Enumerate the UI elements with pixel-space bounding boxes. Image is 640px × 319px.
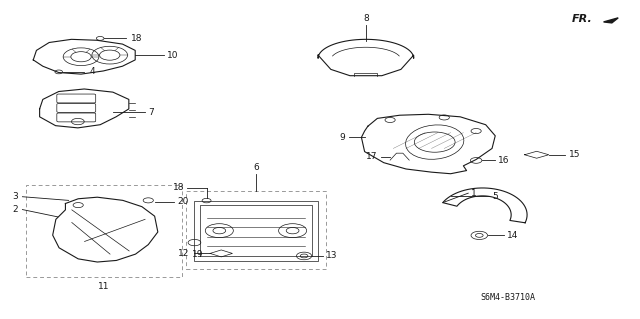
Text: S6M4-B3710A: S6M4-B3710A xyxy=(481,293,536,301)
Bar xyxy=(194,201,318,261)
Text: 18: 18 xyxy=(173,183,184,192)
Text: FR.: FR. xyxy=(572,14,593,24)
Text: 6: 6 xyxy=(253,162,259,172)
Text: 9: 9 xyxy=(340,133,346,142)
Polygon shape xyxy=(604,18,618,23)
Text: 11: 11 xyxy=(98,282,109,291)
Text: 12: 12 xyxy=(179,249,189,258)
Text: 13: 13 xyxy=(326,251,338,260)
Text: 14: 14 xyxy=(507,231,518,240)
Text: 17: 17 xyxy=(366,152,378,161)
Text: 7: 7 xyxy=(148,108,154,116)
Bar xyxy=(186,191,326,269)
Text: 5: 5 xyxy=(492,191,498,201)
Text: 10: 10 xyxy=(167,51,179,60)
Text: 20: 20 xyxy=(177,197,188,206)
Text: 4: 4 xyxy=(90,67,95,77)
Text: 16: 16 xyxy=(499,156,510,165)
Text: 8: 8 xyxy=(363,14,369,23)
Bar xyxy=(26,185,182,277)
Text: 1: 1 xyxy=(472,189,477,198)
Text: 15: 15 xyxy=(569,150,580,159)
Text: 18: 18 xyxy=(131,34,142,43)
Text: 3: 3 xyxy=(12,192,18,201)
Text: 2: 2 xyxy=(12,205,18,214)
Text: 19: 19 xyxy=(192,250,204,259)
